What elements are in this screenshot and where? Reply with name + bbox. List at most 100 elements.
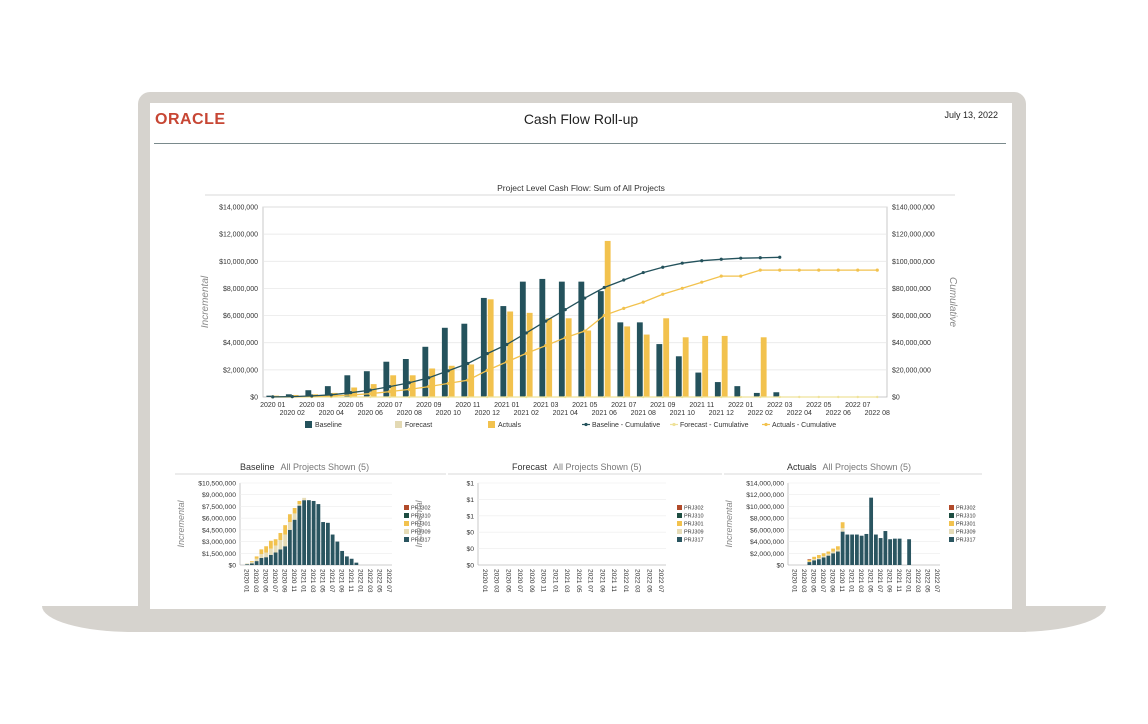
baseline-panel-stack-segment [292, 507, 297, 514]
main-y-tick-label: $2,000,000 [223, 367, 258, 374]
forecast-panel-x-tick-label: 2020 09 [528, 569, 535, 593]
actuals-bar [429, 368, 436, 397]
baseline-panel-stack-segment [283, 534, 288, 547]
main-x-tick-label: 2020 10 [436, 410, 461, 417]
forecast-cumulative-point [856, 395, 859, 399]
actuals-panel-stack-segment [888, 539, 893, 565]
actuals-panel-stack-segment [807, 561, 812, 563]
forecast-panel-title-text: Forecast [512, 462, 548, 472]
actuals-cumulative-point [700, 280, 704, 284]
forecast-panel-legend-label: PRJ301 [684, 522, 704, 528]
actuals-bar [585, 330, 592, 397]
main-x-tick-label: 2020 12 [475, 410, 500, 417]
forecast-cumulative-point [525, 395, 528, 399]
actuals-cumulative-point [778, 268, 782, 272]
baseline-panel-x-tick-label: 2022 05 [375, 569, 382, 593]
main-x-tick-label: 2020 03 [299, 402, 324, 409]
forecast-cumulative-point [798, 395, 801, 399]
baseline-bar [753, 392, 760, 397]
main-x-tick-label: 2021 05 [572, 402, 597, 409]
main-legend-label: Forecast [405, 422, 432, 429]
forecast-panel-y-tick-label: $1 [466, 513, 474, 520]
actuals-panel-x-tick-label: 2022 03 [914, 569, 921, 593]
actuals-panel-stack-segment [854, 534, 859, 565]
actuals-cumulative-point [758, 268, 762, 272]
forecast-panel-y-axis-label: Incremental [414, 499, 424, 547]
actuals-panel-stack-segment [883, 531, 888, 565]
actuals-panel-stack-segment [812, 560, 817, 565]
baseline-panel-stack-segment [249, 561, 254, 564]
actuals-panel-subtitle: All Projects Shown (5) [822, 462, 912, 472]
forecast-panel-x-tick-label: 2020 03 [493, 569, 500, 593]
main-y-tick-label: $6,000,000 [223, 313, 258, 320]
actuals-cumulative-point [446, 381, 450, 386]
main-x-tick-label: 2021 03 [533, 402, 558, 409]
forecast-cumulative-point [876, 395, 879, 399]
actuals-cumulative-line [272, 269, 878, 398]
actuals-cumulative-point [661, 292, 665, 296]
baseline-bar [383, 361, 390, 397]
actuals-panel-title-text: Actuals [787, 462, 817, 472]
actuals-panel-stack-segment [812, 556, 817, 560]
actuals-panel-stack-segment [812, 559, 817, 561]
actuals-panel-stack-segment [864, 533, 869, 565]
actuals-panel-x-tick-label: 2020 05 [809, 569, 816, 593]
baseline-bar [422, 346, 429, 397]
main-y-tick-label: $0 [250, 395, 258, 402]
forecast-panel-x-tick-label: 2021 05 [575, 569, 582, 593]
actuals-panel-y-tick-label: $12,000,000 [746, 492, 784, 499]
forecast-panel-y-tick-label: $1 [466, 481, 474, 488]
baseline-bar [285, 394, 292, 397]
main-x-tick-label: 2021 11 [689, 402, 714, 409]
forecast-panel-subtitle: All Projects Shown (5) [553, 462, 642, 472]
baseline-panel-legend-swatch [404, 537, 409, 542]
main-x-tick-label: 2020 09 [416, 402, 441, 409]
main-x-tick-label: 2020 11 [455, 402, 480, 409]
baseline-panel-x-tick-label: 2022 07 [385, 569, 392, 593]
forecast-panel-x-tick-label: 2021 03 [563, 569, 570, 593]
baseline-panel-x-tick-label: 2020 11 [290, 569, 297, 592]
actuals-cumulative-point [368, 392, 372, 396]
forecast-cumulative-point [505, 395, 508, 399]
oracle-logo: ORACLE [155, 111, 226, 128]
main-x-tick-label: 2022 01 [728, 402, 753, 409]
actuals-panel-x-tick-label: 2021 03 [857, 569, 864, 593]
baseline-bar [324, 386, 331, 397]
baseline-bar [578, 281, 585, 397]
actuals-panel-stack-segment [907, 539, 912, 565]
baseline-cumulative-point [505, 342, 509, 347]
actuals-bar [409, 375, 416, 397]
baseline-panel-stack-segment [311, 500, 316, 565]
main-y2-tick-label: $20,000,000 [892, 367, 931, 374]
main-x-tick-label: 2021 06 [592, 410, 617, 417]
actuals-panel-y-axis-label: Incremental [724, 499, 734, 547]
actuals-cumulative-point [544, 343, 548, 348]
actuals-cumulative-point [719, 274, 723, 278]
actuals-panel-stack-segment [826, 551, 831, 554]
baseline-panel-stack-segment [297, 504, 302, 506]
actuals-panel-legend-swatch [949, 505, 954, 510]
baseline-cumulative-point [739, 256, 743, 260]
actuals-panel-x-tick-label: 2022 07 [933, 569, 940, 593]
baseline-panel-stack-segment [245, 563, 250, 565]
baseline-bar [363, 371, 370, 397]
baseline-panel-stack-segment [273, 545, 278, 553]
actuals-panel-x-tick-label: 2021 05 [866, 569, 873, 593]
baseline-panel-x-tick-label: 2022 03 [366, 569, 373, 593]
baseline-bar [675, 356, 682, 397]
baseline-panel-stack-segment [264, 546, 269, 553]
baseline-panel-legend-label: PRJ301 [411, 522, 431, 528]
baseline-panel-stack-segment [325, 522, 330, 565]
actuals-cumulative-point [680, 286, 684, 290]
forecast-cumulative-point [681, 395, 684, 399]
baseline-cumulative-point [290, 394, 294, 399]
baseline-panel-x-tick-label: 2021 01 [299, 569, 306, 593]
actuals-cumulative-point [349, 393, 353, 397]
main-y-tick-label: $8,000,000 [223, 286, 258, 293]
baseline-panel-subtitle: All Projects Shown (5) [280, 462, 370, 472]
actuals-panel-stack-segment [831, 548, 836, 552]
main-x-tick-label: 2020 06 [358, 410, 383, 417]
main-x-tick-label: 2020 01 [260, 402, 285, 409]
main-legend-label: Actuals - Cumulative [772, 422, 836, 429]
baseline-panel-stack-segment [302, 500, 307, 565]
